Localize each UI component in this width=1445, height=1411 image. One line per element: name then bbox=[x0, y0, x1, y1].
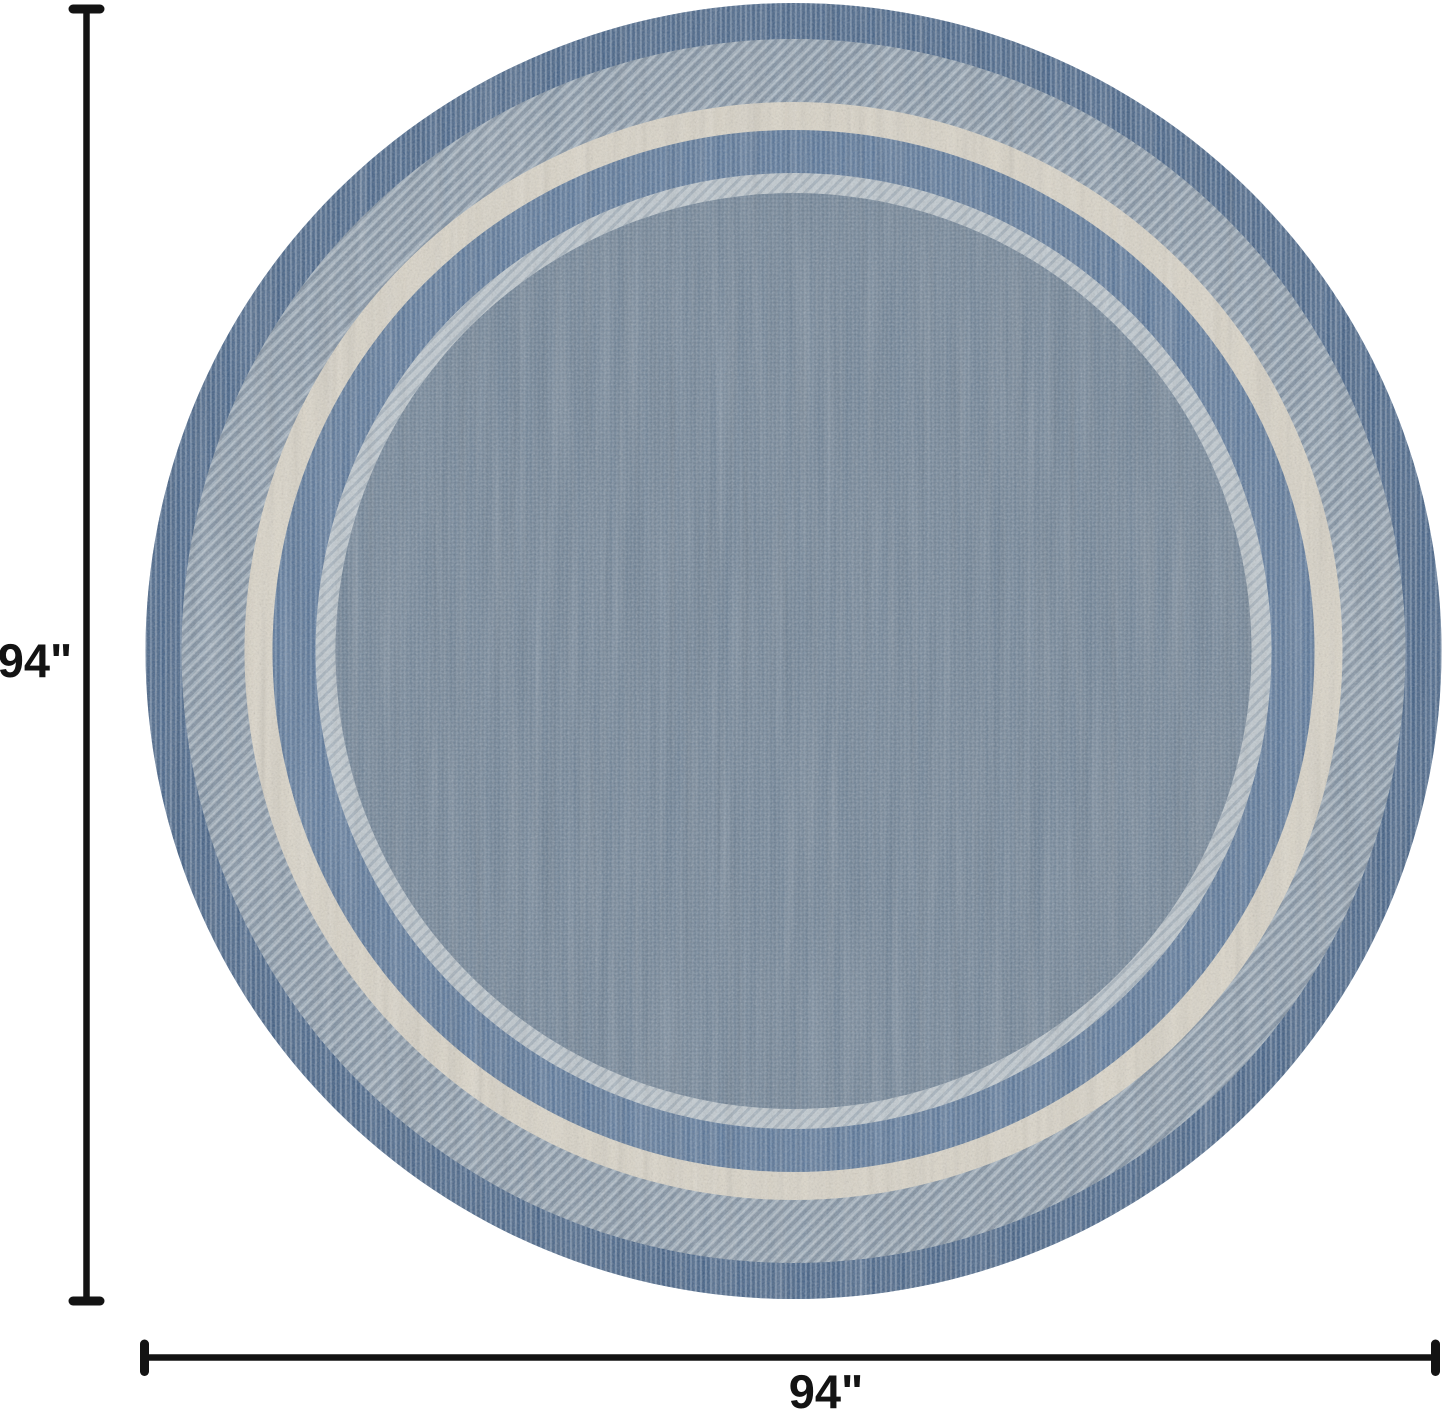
height-dimension-label: 94" bbox=[0, 634, 72, 687]
height-dimension: 94" bbox=[0, 4, 105, 1306]
width-dimension: 94" bbox=[140, 1339, 1440, 1411]
width-dimension-label: 94" bbox=[789, 1365, 864, 1411]
rug-image bbox=[145, 3, 1442, 1299]
fabric-grain-overlay bbox=[145, 3, 1442, 1299]
rug-fabric-noise bbox=[145, 3, 1442, 1299]
